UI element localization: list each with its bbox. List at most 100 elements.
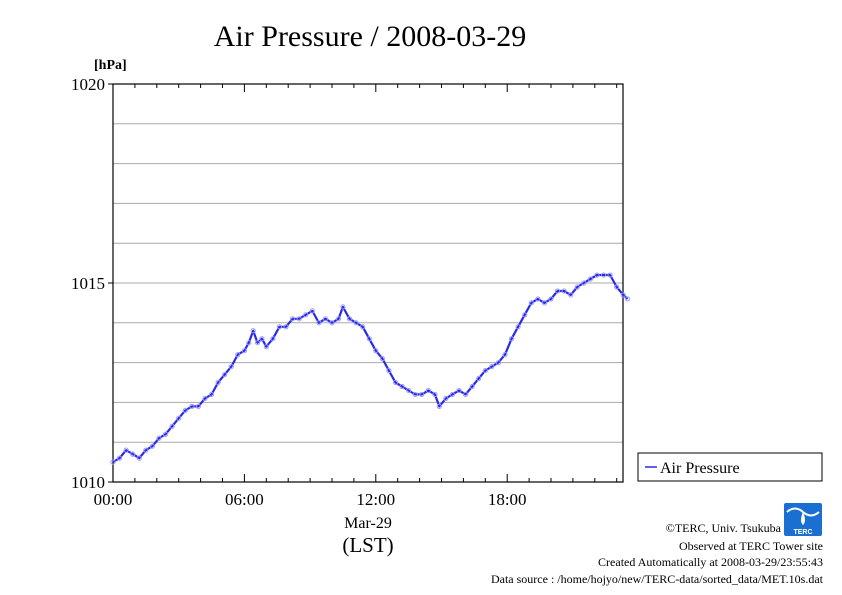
- data-point: [316, 320, 322, 326]
- series-air-pressure: [110, 272, 631, 465]
- data-point: [340, 304, 346, 310]
- data-point: [246, 340, 252, 346]
- data-point: [548, 296, 554, 302]
- data-point: [353, 320, 359, 326]
- y-tick-label: 1015: [71, 274, 105, 293]
- data-point: [283, 324, 289, 330]
- x-tick-label: 18:00: [488, 490, 527, 509]
- data-point: [222, 371, 228, 378]
- data-point: [169, 423, 175, 429]
- data-point: [176, 415, 182, 421]
- legend-box: [637, 452, 823, 482]
- data-point: [182, 407, 188, 413]
- data-point: [561, 288, 567, 294]
- data-point: [366, 336, 372, 342]
- data-point: [235, 352, 241, 358]
- data-point: [303, 312, 309, 318]
- footer-copyright: ©TERC, Univ. Tsukuba: [666, 521, 782, 535]
- logo-text: TERC: [793, 529, 812, 536]
- data-point: [296, 316, 302, 322]
- data-point: [436, 403, 442, 409]
- data-point: [270, 336, 276, 342]
- data-point: [587, 276, 594, 282]
- footer-observed: Observed at TERC Tower site: [679, 539, 823, 553]
- data-point: [259, 336, 265, 342]
- x-axis-date-label: Mar-29: [344, 515, 392, 532]
- data-point: [515, 324, 521, 330]
- data-point: [574, 284, 580, 290]
- data-point: [136, 455, 142, 461]
- data-point: [289, 316, 296, 322]
- grid-lines: [113, 123, 623, 443]
- x-tick-label: 00:00: [94, 490, 133, 509]
- x-tick-label: 06:00: [225, 490, 264, 509]
- data-point: [482, 367, 488, 374]
- data-point: [116, 455, 123, 461]
- x-tick-label: 12:00: [356, 490, 395, 509]
- data-point: [143, 447, 149, 453]
- data-point: [309, 308, 315, 314]
- data-point: [399, 383, 405, 390]
- data-point: [346, 316, 353, 322]
- data-point: [250, 328, 256, 334]
- data-point: [449, 391, 456, 398]
- data-point: [625, 296, 631, 302]
- data-point: [508, 336, 515, 342]
- data-point: [322, 316, 329, 322]
- data-point: [130, 451, 136, 457]
- data-point: [335, 316, 342, 322]
- data-point: [462, 391, 469, 398]
- data-point: [476, 375, 482, 382]
- data-point: [202, 395, 208, 402]
- data-point: [263, 344, 269, 350]
- y-tick-label: 1020: [71, 75, 105, 94]
- data-point: [215, 379, 221, 386]
- y-tick-label: 1010: [71, 473, 105, 492]
- data-point: [528, 300, 534, 306]
- data-point: [392, 379, 399, 386]
- series-line: [112, 273, 629, 464]
- data-point: [123, 447, 129, 453]
- chart-title: Air Pressure / 2008-03-29: [214, 20, 526, 53]
- data-point: [412, 391, 418, 398]
- legend: Air Pressure: [637, 452, 823, 482]
- data-point: [360, 324, 366, 330]
- data-point: [600, 272, 607, 278]
- data-point: [568, 292, 574, 298]
- data-point: [554, 288, 561, 294]
- data-point: [607, 272, 613, 278]
- data-point: [535, 296, 541, 302]
- x-axis-unit: (LST): [342, 533, 393, 557]
- logo-drop: [801, 512, 805, 525]
- data-point: [419, 391, 425, 398]
- data-point: [373, 348, 379, 354]
- data-point: [502, 352, 508, 358]
- terc-logo-icon: TERC: [784, 503, 822, 536]
- data-point: [489, 363, 495, 370]
- data-point: [195, 403, 202, 409]
- data-point: [581, 280, 587, 286]
- data-point: [386, 367, 392, 374]
- data-point: [541, 300, 548, 306]
- data-point: [406, 387, 412, 394]
- data-point: [620, 292, 626, 298]
- data-point: [425, 387, 431, 394]
- data-point: [495, 360, 502, 366]
- y-axis-unit: [hPa]: [94, 58, 127, 73]
- y-axis-ticks: 1010 1015 1020: [71, 75, 113, 492]
- data-point: [276, 324, 283, 330]
- data-point: [241, 348, 247, 354]
- data-point: [614, 284, 620, 290]
- data-point: [432, 391, 438, 398]
- data-point: [469, 383, 475, 390]
- x-axis-ticks: 00:00 06:00 12:00 18:00: [94, 84, 618, 509]
- data-point: [443, 395, 449, 402]
- data-point: [594, 272, 600, 278]
- data-point: [110, 459, 116, 465]
- data-point: [208, 391, 215, 398]
- legend-label: Air Pressure: [660, 460, 740, 477]
- data-point: [456, 387, 462, 394]
- data-point: [162, 431, 169, 437]
- data-point: [228, 363, 234, 370]
